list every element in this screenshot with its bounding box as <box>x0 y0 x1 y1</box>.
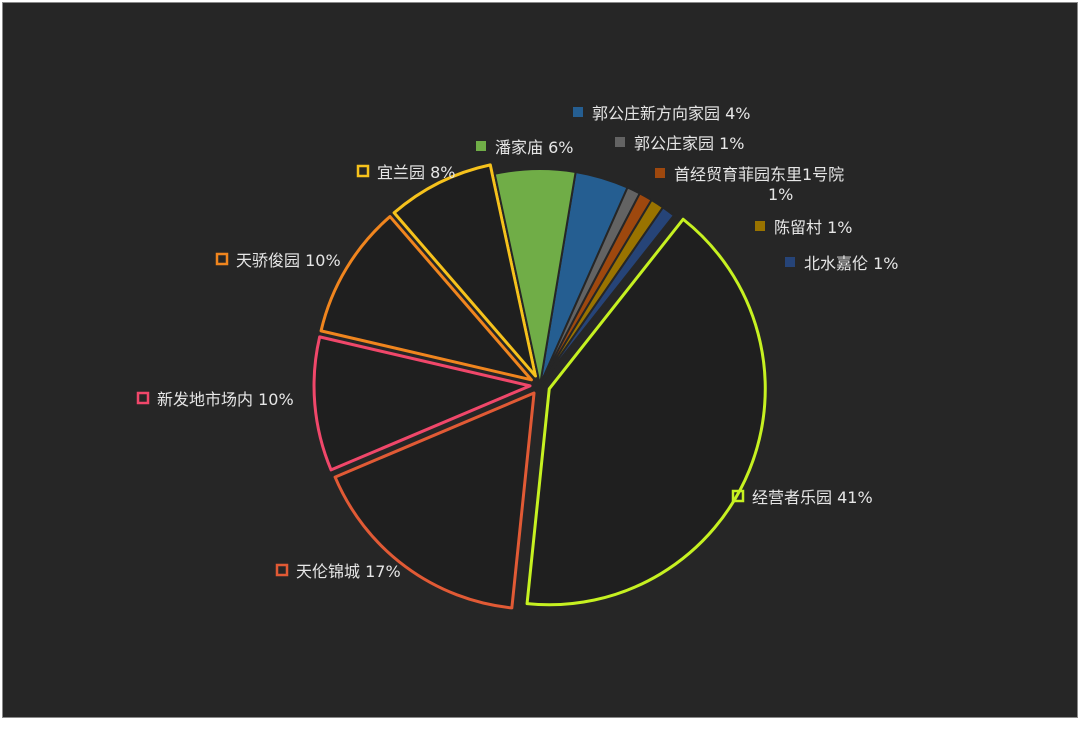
slice-label-3: 陈留村 1% <box>774 218 852 237</box>
legend-marker-10 <box>476 141 486 151</box>
slice-label-0: 郭公庄新方向家园 4% <box>592 104 750 123</box>
slice-label-4: 北水嘉伦 1% <box>804 254 898 273</box>
slice-label-6: 天伦锦城 17% <box>296 562 401 581</box>
pie-slice-8 <box>319 215 533 382</box>
legend-marker-4 <box>785 257 795 267</box>
pie-slice-5 <box>525 217 767 607</box>
pie-slice-4 <box>539 206 675 386</box>
slice-label-8: 天骄俊园 10% <box>236 251 341 270</box>
slice-label-9: 宜兰园 8% <box>377 163 455 182</box>
legend-marker-1 <box>615 137 625 147</box>
pie-slice-6 <box>333 391 536 610</box>
slice-label-10: 潘家庙 6% <box>495 138 573 157</box>
legend-marker-0 <box>573 107 583 117</box>
legend-marker-6 <box>275 563 289 577</box>
pie-slice-10 <box>493 168 577 386</box>
legend-marker-8 <box>215 252 229 266</box>
legend-marker-5 <box>731 489 745 503</box>
slice-label-7: 新发地市场内 10% <box>157 390 294 409</box>
pie-slice-9 <box>392 163 538 378</box>
legend-marker-9 <box>356 164 370 178</box>
slice-label-5: 经营者乐园 41% <box>752 488 873 507</box>
slice-label-2: 首经贸育菲园东里1号院 1% <box>674 165 844 204</box>
legend-marker-3 <box>755 221 765 231</box>
legend-marker-7 <box>136 391 150 405</box>
pie-slice-7 <box>312 335 532 472</box>
slice-label-1: 郭公庄家园 1% <box>634 134 744 153</box>
legend-marker-2 <box>655 168 665 178</box>
